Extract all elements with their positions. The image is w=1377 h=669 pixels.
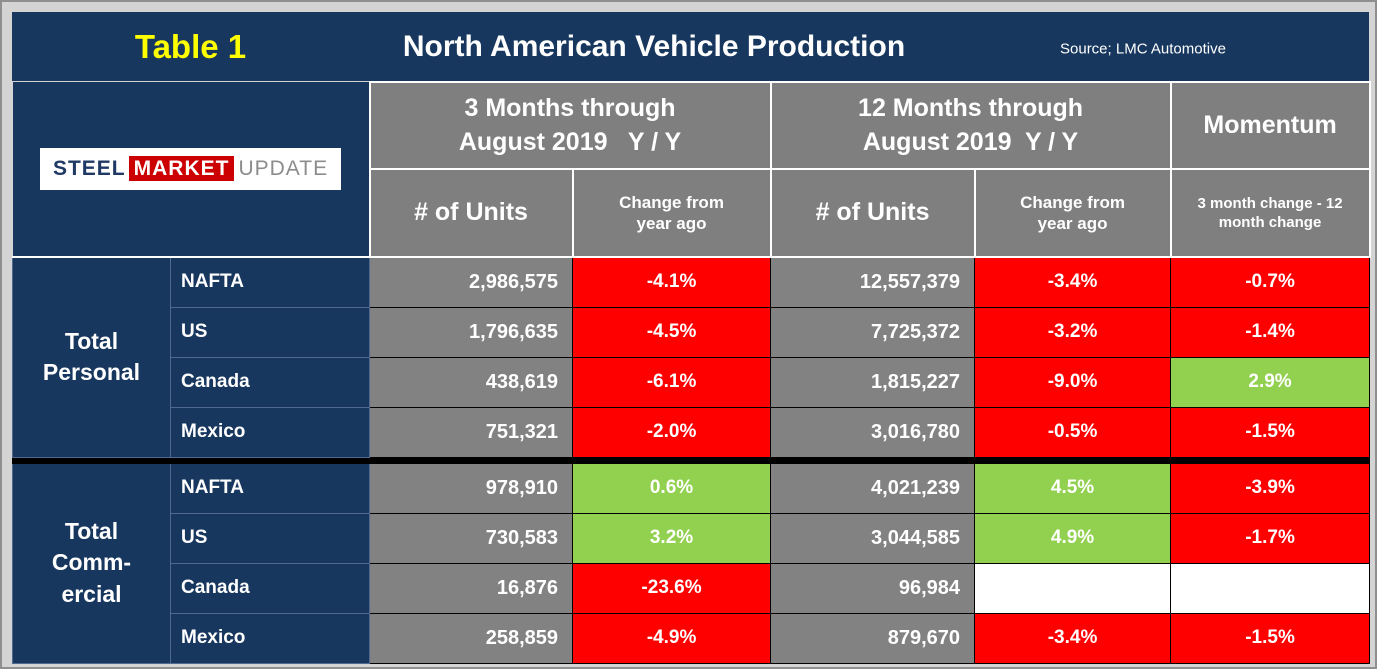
units-3m-cell: 2,986,575: [369, 256, 574, 308]
table-frame: Table 1 North American Vehicle Productio…: [11, 12, 1371, 664]
region-cell: NAFTA: [169, 256, 371, 308]
change-12m-cell: -9.0%: [974, 356, 1172, 408]
logo-word-steel: STEEL: [52, 157, 126, 180]
table-row-personal-canada: Canada 438,619 -6.1% 1,815,227 -9.0% 2.9…: [13, 356, 1371, 408]
units-3m-cell: 751,321: [369, 406, 574, 458]
momentum-cell: [1170, 562, 1371, 614]
col-units-12m-header: # of Units: [769, 168, 976, 258]
momentum-cell: -1.5%: [1170, 612, 1371, 664]
units-3m-cell: 16,876: [369, 562, 574, 614]
momentum-cell: -3.9%: [1170, 462, 1371, 514]
change-3m-cell: 3.2%: [572, 512, 772, 564]
col-momentum-header: Momentum: [1169, 81, 1371, 170]
units-12m-cell: 3,044,585: [770, 512, 976, 564]
header-group-row: STEEL MARKET UPDATE 3 Months through Augus…: [12, 81, 1371, 258]
table-row-commercial-mexico: Mexico 258,859 -4.9% 879,670 -3.4% -1.5%: [13, 612, 1371, 664]
momentum-cell: -1.7%: [1170, 512, 1371, 564]
change-12m-cell: [974, 562, 1172, 614]
units-12m-cell: 879,670: [770, 612, 976, 664]
change-3m-cell: -4.5%: [572, 306, 772, 358]
col-change-12m-header: Change from year ago: [973, 168, 1172, 258]
units-12m-cell: 3,016,780: [770, 406, 976, 458]
units-3m-cell: 438,619: [369, 356, 574, 408]
change-12m-cell: -3.2%: [974, 306, 1172, 358]
table-row-commercial-canada: Canada 16,876 -23.6% 96,984: [13, 562, 1371, 614]
logo-cell: STEEL MARKET UPDATE: [12, 82, 371, 258]
momentum-cell: 2.9%: [1170, 356, 1371, 408]
table-row-personal-us: US 1,796,635 -4.5% 7,725,372 -3.2% -1.4%: [13, 306, 1371, 358]
units-12m-cell: 1,815,227: [770, 356, 976, 408]
change-3m-cell: -2.0%: [572, 406, 772, 458]
change-12m-cell: 4.9%: [974, 512, 1172, 564]
source-label: Source; LMC Automotive: [1060, 40, 1226, 58]
table-row-personal-mexico: Mexico 751,321 -2.0% 3,016,780 -0.5% -1.…: [13, 406, 1371, 458]
region-cell: US: [169, 512, 371, 564]
smu-logo: STEEL MARKET UPDATE: [39, 148, 342, 190]
units-12m-cell: 96,984: [770, 562, 976, 614]
units-3m-cell: 978,910: [369, 462, 574, 514]
table-row-personal-nafta: Total Personal NAFTA 2,986,575 -4.1% 12,…: [12, 256, 1371, 458]
col-group-12-months: 12 Months through August 2019 Y / Y: [769, 81, 1172, 170]
logo-word-market: MARKET: [128, 156, 235, 181]
units-12m-cell: 12,557,379: [770, 256, 976, 308]
units-3m-cell: 258,859: [369, 612, 574, 664]
change-3m-cell: -6.1%: [572, 356, 772, 408]
change-12m-cell: -3.4%: [974, 256, 1172, 308]
logo-word-update: UPDATE: [238, 157, 329, 180]
change-12m-cell: -3.4%: [974, 612, 1172, 664]
region-cell: Mexico: [169, 612, 371, 664]
title-bar: Table 1 North American Vehicle Productio…: [12, 12, 1369, 81]
table-number-label: Table 1: [134, 27, 247, 65]
header-sub-row: # of Units Change from year ago # of Uni…: [13, 168, 1371, 258]
page-title: North American Vehicle Production: [402, 29, 906, 63]
change-12m-cell: 4.5%: [974, 462, 1172, 514]
momentum-cell: -1.4%: [1170, 306, 1371, 358]
region-cell: NAFTA: [169, 462, 371, 514]
change-3m-cell: -4.9%: [572, 612, 772, 664]
region-cell: Mexico: [169, 406, 371, 458]
units-3m-cell: 730,583: [369, 512, 574, 564]
units-12m-cell: 7,725,372: [770, 306, 976, 358]
col-change-3m-header: Change from year ago: [571, 168, 772, 258]
change-3m-cell: -4.1%: [572, 256, 772, 308]
change-12m-cell: -0.5%: [974, 406, 1172, 458]
region-cell: Canada: [169, 562, 371, 614]
table-row-commercial-us: US 730,583 3.2% 3,044,585 4.9% -1.7%: [13, 512, 1371, 564]
col-units-3m-header: # of Units: [368, 168, 574, 258]
table-row-commercial-nafta: Total Comm- ercial NAFTA 978,910 0.6% 4,…: [12, 462, 1371, 664]
change-3m-cell: 0.6%: [572, 462, 772, 514]
col-momentum-sub-header: 3 month change - 12 month change: [1169, 168, 1371, 258]
section-label-commercial: Total Comm- ercial: [12, 462, 171, 664]
section-label-personal: Total Personal: [12, 256, 171, 458]
region-cell: Canada: [169, 356, 371, 408]
col-group-3-months: 3 Months through August 2019 Y / Y: [368, 81, 772, 170]
region-cell: US: [169, 306, 371, 358]
change-3m-cell: -23.6%: [572, 562, 772, 614]
units-3m-cell: 1,796,635: [369, 306, 574, 358]
units-12m-cell: 4,021,239: [770, 462, 976, 514]
momentum-cell: -0.7%: [1170, 256, 1371, 308]
production-table: STEEL MARKET UPDATE 3 Months through Augus…: [11, 81, 1371, 664]
momentum-cell: -1.5%: [1170, 406, 1371, 458]
